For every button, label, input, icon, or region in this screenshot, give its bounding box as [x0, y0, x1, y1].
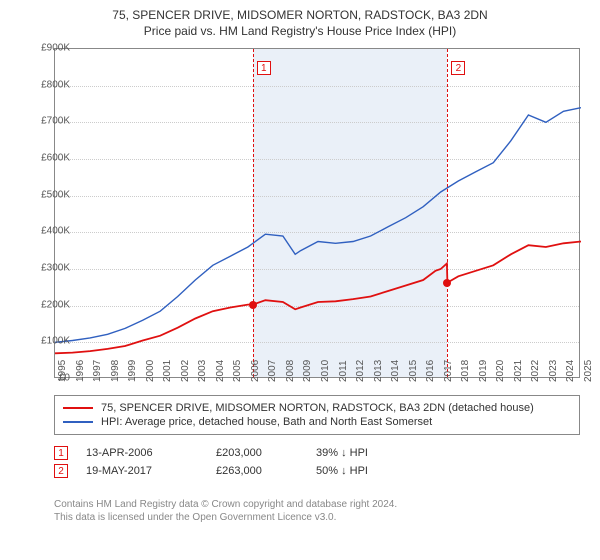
transaction-date: 13-APR-2006 [86, 447, 216, 459]
x-axis-label: 2007 [267, 360, 278, 382]
transaction-pct: 50% ↓ HPI [316, 465, 368, 477]
x-axis-label: 1996 [75, 360, 86, 382]
x-axis-label: 1995 [57, 360, 68, 382]
x-axis-label: 2022 [530, 360, 541, 382]
y-axis-label: £800K [41, 79, 70, 90]
series-hpi [55, 108, 581, 343]
chart-title-address: 75, SPENCER DRIVE, MIDSOMER NORTON, RADS… [0, 8, 600, 22]
x-axis-label: 2025 [583, 360, 594, 382]
x-axis-label: 2017 [443, 360, 454, 382]
x-axis-label: 2003 [197, 360, 208, 382]
transaction-marker-1: 1 [54, 446, 68, 460]
x-axis-label: 2004 [215, 360, 226, 382]
legend-item-property: 75, SPENCER DRIVE, MIDSOMER NORTON, RADS… [63, 402, 571, 414]
x-axis-label: 2023 [548, 360, 559, 382]
legend-label-hpi: HPI: Average price, detached house, Bath… [101, 416, 432, 428]
x-axis-label: 1999 [127, 360, 138, 382]
x-axis-label: 2021 [513, 360, 524, 382]
transaction-row: 2 19-MAY-2017 £263,000 50% ↓ HPI [54, 464, 580, 478]
transaction-price: £203,000 [216, 447, 316, 459]
x-axis-label: 2016 [425, 360, 436, 382]
x-axis-label: 2019 [478, 360, 489, 382]
legend: 75, SPENCER DRIVE, MIDSOMER NORTON, RADS… [54, 395, 580, 435]
x-axis-label: 2011 [338, 360, 349, 382]
legend-item-hpi: HPI: Average price, detached house, Bath… [63, 416, 571, 428]
y-axis-label: £200K [41, 299, 70, 310]
x-axis-label: 2002 [180, 360, 191, 382]
transaction-pct: 39% ↓ HPI [316, 447, 368, 459]
x-axis-label: 2012 [355, 360, 366, 382]
x-axis-label: 2015 [408, 360, 419, 382]
series-property [55, 242, 581, 354]
chart-plot-area: 12 [54, 48, 580, 378]
y-axis-label: £600K [41, 153, 70, 164]
x-axis-label: 2020 [495, 360, 506, 382]
x-axis-label: 1997 [92, 360, 103, 382]
footer-line1: Contains HM Land Registry data © Crown c… [54, 498, 580, 511]
y-axis-label: £700K [41, 116, 70, 127]
x-axis-label: 2018 [460, 360, 471, 382]
transactions: 1 13-APR-2006 £203,000 39% ↓ HPI 2 19-MA… [54, 442, 580, 482]
x-axis-label: 2010 [320, 360, 331, 382]
chart-title-subtitle: Price paid vs. HM Land Registry's House … [0, 24, 600, 38]
x-axis-label: 2008 [285, 360, 296, 382]
x-axis-label: 2024 [565, 360, 576, 382]
x-axis-label: 2000 [145, 360, 156, 382]
legend-swatch-hpi [63, 421, 93, 423]
transaction-date: 19-MAY-2017 [86, 465, 216, 477]
x-axis-label: 1998 [110, 360, 121, 382]
y-axis-label: £300K [41, 263, 70, 274]
x-axis-label: 2013 [373, 360, 384, 382]
series-svg [55, 49, 581, 379]
transaction-marker-2: 2 [54, 464, 68, 478]
x-axis-label: 2006 [250, 360, 261, 382]
x-axis-label: 2009 [302, 360, 313, 382]
footer-attribution: Contains HM Land Registry data © Crown c… [54, 498, 580, 524]
legend-label-property: 75, SPENCER DRIVE, MIDSOMER NORTON, RADS… [101, 402, 534, 414]
y-axis-label: £400K [41, 226, 70, 237]
y-axis-label: £500K [41, 189, 70, 200]
transaction-row: 1 13-APR-2006 £203,000 39% ↓ HPI [54, 446, 580, 460]
x-axis-label: 2014 [390, 360, 401, 382]
y-axis-label: £100K [41, 336, 70, 347]
x-axis-label: 2001 [162, 360, 173, 382]
transaction-price: £263,000 [216, 465, 316, 477]
x-axis-label: 2005 [232, 360, 243, 382]
legend-swatch-property [63, 407, 93, 409]
footer-line2: This data is licensed under the Open Gov… [54, 511, 580, 524]
y-axis-label: £900K [41, 43, 70, 54]
